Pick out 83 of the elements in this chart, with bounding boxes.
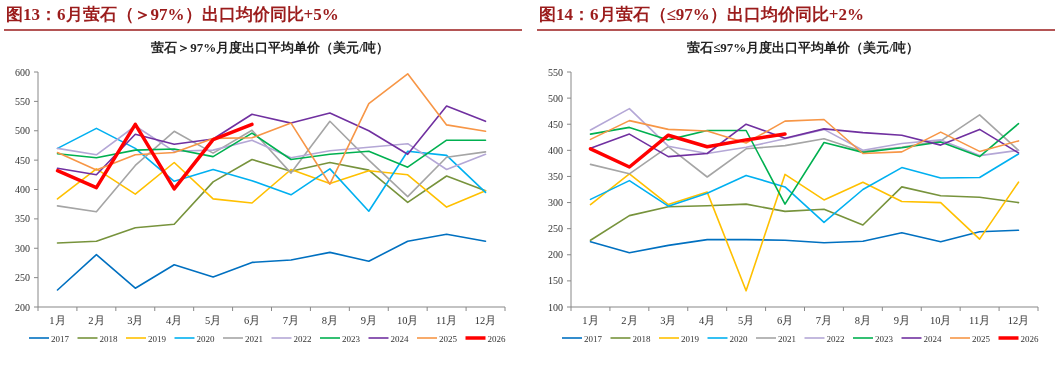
- y-tick-label: 200: [548, 249, 563, 261]
- y-tick-label: 100: [548, 301, 563, 313]
- line-series: [56, 158, 487, 244]
- chart-subtitle: 萤石≤97%月度出口平均单价（美元/吨）: [686, 40, 919, 55]
- legend-label: 2026: [1020, 333, 1039, 344]
- y-tick-label: 500: [15, 125, 30, 137]
- legend-label: 2025: [972, 333, 991, 344]
- x-tick-label: 8月: [321, 315, 338, 326]
- line-series: [589, 114, 1020, 178]
- x-tick-label: 9月: [360, 315, 377, 326]
- line-series: [589, 153, 1020, 224]
- line-series: [56, 105, 487, 176]
- y-tick-label: 300: [15, 242, 30, 254]
- chart-title: 图13：6月萤石（＞97%）出口均价同比+5%: [6, 5, 339, 24]
- legend-label: 2023: [875, 333, 894, 344]
- y-tick-label: 450: [548, 118, 563, 130]
- line-series: [589, 122, 1020, 205]
- x-tick-label: 1月: [49, 315, 66, 326]
- line-series: [589, 186, 1020, 241]
- x-tick-label: 8月: [854, 315, 871, 326]
- y-tick-label: 300: [548, 197, 563, 209]
- x-tick-label: 10月: [929, 315, 952, 326]
- line-series: [56, 73, 487, 185]
- line-series: [589, 173, 1020, 292]
- x-tick-label: 5月: [205, 315, 222, 326]
- legend-label: 2024: [390, 333, 409, 344]
- legend-label: 2024: [923, 333, 942, 344]
- line-series: [588, 132, 787, 169]
- chart-title: 图14：6月萤石（≤97%）出口均价同比+2%: [539, 5, 865, 24]
- x-tick-label: 2月: [88, 315, 105, 326]
- legend-label: 2020: [729, 333, 748, 344]
- y-tick-label: 550: [548, 66, 563, 78]
- line-series: [55, 122, 254, 191]
- legend-label: 2021: [245, 333, 263, 344]
- x-tick-label: 3月: [660, 315, 677, 326]
- y-tick-label: 500: [548, 92, 563, 104]
- x-tick-label: 5月: [738, 315, 755, 326]
- y-tick-label: 250: [15, 272, 30, 284]
- legend-label: 2017: [51, 333, 70, 344]
- x-tick-label: 7月: [282, 315, 300, 326]
- y-tick-label: 400: [548, 144, 563, 156]
- y-tick-label: 150: [548, 275, 563, 287]
- line-series: [56, 161, 487, 208]
- y-tick-label: 600: [15, 66, 30, 78]
- legend-label: 2022: [826, 333, 845, 344]
- y-tick-label: 450: [15, 154, 30, 166]
- x-tick-label: 1月: [582, 315, 599, 326]
- y-tick-label: 550: [15, 95, 30, 107]
- line-series: [56, 125, 487, 171]
- x-tick-label: 4月: [166, 315, 183, 326]
- line-series: [589, 229, 1020, 254]
- legend-label: 2020: [196, 333, 215, 344]
- legend-label: 2019: [148, 333, 167, 344]
- legend-label: 2022: [293, 333, 312, 344]
- x-tick-label: 11月: [969, 315, 991, 326]
- x-tick-label: 10月: [396, 315, 419, 326]
- legend-label: 2017: [584, 333, 603, 344]
- legend-label: 2018: [99, 333, 118, 344]
- x-tick-label: 12月: [474, 315, 497, 326]
- x-tick-label: 6月: [243, 315, 261, 326]
- x-tick-label: 4月: [699, 315, 716, 326]
- x-tick-label: 11月: [436, 315, 458, 326]
- y-tick-label: 200: [15, 301, 30, 313]
- chart-subtitle: 萤石＞97%月度出口平均单价（美元/吨）: [150, 40, 389, 55]
- legend-label: 2021: [778, 333, 796, 344]
- x-tick-label: 9月: [893, 315, 910, 326]
- y-tick-label: 250: [548, 223, 563, 235]
- legend-label: 2019: [681, 333, 700, 344]
- legend-label: 2018: [632, 333, 651, 344]
- line-series: [589, 107, 1020, 157]
- y-tick-label: 350: [15, 213, 30, 225]
- x-tick-label: 7月: [815, 315, 833, 326]
- legend-label: 2026: [487, 333, 506, 344]
- line-series: [56, 233, 487, 291]
- x-tick-label: 2月: [621, 315, 638, 326]
- x-tick-label: 12月: [1007, 315, 1030, 326]
- legend-label: 2023: [342, 333, 361, 344]
- y-tick-label: 400: [15, 184, 30, 195]
- line-series: [56, 132, 487, 168]
- x-tick-label: 3月: [127, 315, 144, 326]
- x-tick-label: 6月: [776, 315, 794, 326]
- legend-label: 2025: [439, 333, 458, 344]
- y-tick-label: 350: [548, 170, 563, 182]
